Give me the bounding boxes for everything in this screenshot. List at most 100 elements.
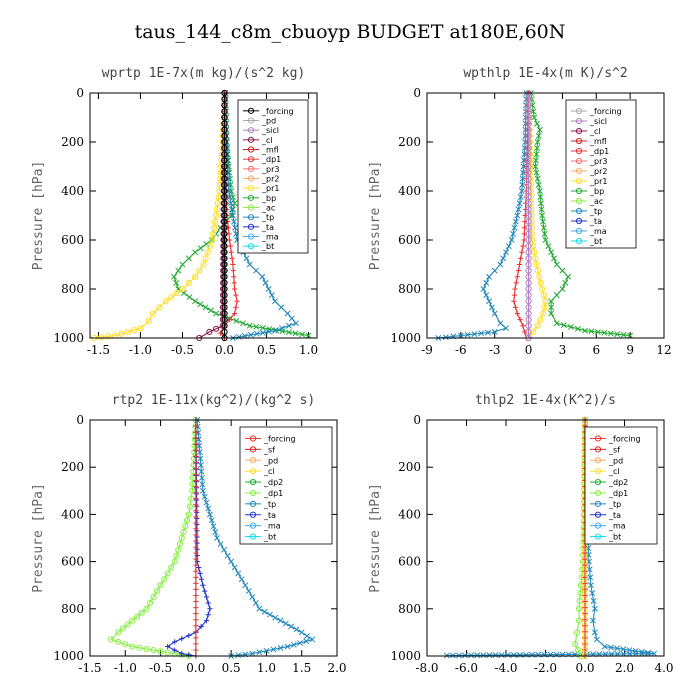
legend-label: _ac: [261, 204, 275, 213]
series-point: [536, 126, 543, 133]
series-point: [545, 243, 552, 250]
series-point: [516, 200, 523, 207]
series-point: [519, 175, 526, 182]
series-point: [221, 169, 228, 176]
series-point: [574, 647, 582, 654]
series-point: [231, 274, 237, 280]
series-point: [582, 580, 588, 586]
legend-label: _dp1: [261, 155, 281, 164]
series-point: [124, 328, 131, 335]
series-point: [518, 188, 525, 194]
series-point: [582, 592, 588, 599]
series-point: [288, 623, 295, 630]
panel-4: thlp2 1E-4x(K^2)/s Pressure [hPa] -8.0 -6.0…: [368, 393, 674, 675]
series-point: [193, 514, 199, 520]
series-point: [193, 647, 199, 653]
legend-label: _pr2: [261, 175, 279, 184]
series-point: [522, 219, 528, 225]
series-point: [205, 612, 211, 618]
series-point: [515, 206, 522, 213]
legend-marker: [247, 175, 255, 182]
series-point: [192, 249, 199, 256]
series-point: [585, 545, 592, 552]
series-point: [594, 329, 601, 336]
series-point: [235, 652, 242, 659]
series-point: [587, 574, 594, 581]
series-point: [200, 261, 207, 268]
series-point: [173, 552, 180, 559]
series-point: [471, 331, 478, 338]
legend-label: _cl: [608, 467, 620, 476]
series-point: [143, 645, 150, 653]
legend-label: _dp2: [263, 478, 283, 487]
series-point: [221, 96, 228, 103]
series-point: [478, 330, 485, 337]
series-point: [205, 505, 212, 512]
series-point: [525, 249, 532, 256]
legend-label: _sicl: [261, 126, 279, 135]
series-point: [221, 206, 228, 213]
y-tick-label: 400: [398, 507, 421, 521]
series-point: [198, 623, 204, 630]
series-point: [483, 292, 490, 299]
series-point: [246, 261, 253, 268]
series-point: [588, 328, 595, 335]
series-point: [284, 643, 291, 650]
series-point: [201, 493, 208, 500]
legend-label: _cl: [263, 467, 275, 476]
series-point: [282, 620, 289, 627]
series-3: [165, 417, 213, 659]
series-point: [173, 279, 180, 286]
series-point: [193, 429, 199, 435]
series-point: [193, 550, 199, 556]
series-point: [221, 304, 228, 311]
series-point: [582, 562, 588, 568]
y-tick-label: 800: [398, 602, 421, 616]
legend-label: _pr1: [261, 184, 279, 193]
series-point: [514, 274, 520, 280]
series-point: [525, 279, 532, 286]
legend-box: [239, 426, 333, 545]
series-point: [449, 652, 456, 659]
series-point: [246, 322, 253, 329]
legend-label: _ma: [263, 522, 281, 531]
series-point: [638, 648, 645, 655]
series-point: [193, 502, 199, 508]
series-point: [582, 604, 588, 611]
series-point: [193, 532, 199, 538]
series-point: [189, 481, 196, 488]
series-point: [221, 249, 228, 256]
series-point: [186, 294, 193, 301]
series-point: [226, 317, 233, 323]
series-point: [511, 298, 517, 304]
series-point: [491, 267, 498, 274]
series-point: [221, 138, 228, 146]
x-tick-label: 0.0: [575, 661, 594, 675]
series-point: [525, 255, 532, 262]
series-point: [243, 255, 250, 262]
legend-marker: [575, 107, 583, 115]
series-point: [146, 599, 154, 607]
series-point: [607, 644, 614, 651]
series-point: [525, 187, 532, 195]
series-point: [457, 332, 464, 339]
x-tick-label: -9: [421, 343, 433, 357]
legend-label: _ta: [261, 223, 274, 232]
series-point: [590, 597, 597, 604]
series-point: [240, 320, 246, 327]
series-point: [259, 273, 266, 280]
series-point: [221, 261, 228, 268]
series-point: [129, 643, 136, 650]
x-tick-label: -4.0: [494, 661, 517, 675]
series-point: [136, 644, 143, 651]
series-point: [535, 181, 542, 188]
series-point: [582, 623, 588, 629]
legend-label: _mfl: [261, 146, 279, 155]
series-point: [525, 243, 532, 250]
series-point: [180, 529, 187, 536]
legend-label: _bt: [263, 533, 276, 542]
series-point: [525, 175, 532, 182]
series-point: [525, 206, 532, 213]
y-tick-label: 400: [61, 184, 84, 198]
x-tick-label: -1.5: [78, 661, 101, 675]
